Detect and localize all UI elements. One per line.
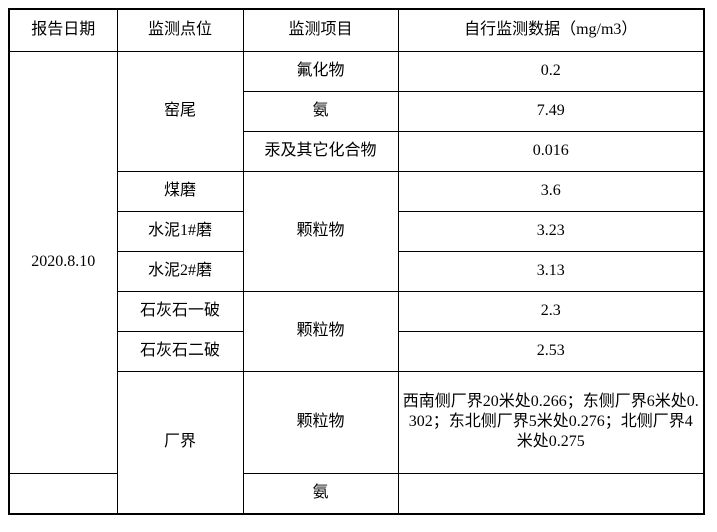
cell-point-cement-mill-2: 水泥2#磨 [116,250,244,292]
table-row: 水泥1#磨 3.23 [9,210,705,252]
cell-item-particulate-boundary: 颗粒物 [242,370,399,474]
cell-value-cement-mill-1: 3.23 [397,210,705,252]
cell-point-cement-mill-1: 水泥1#磨 [116,210,244,252]
monitoring-data-table: 报告日期 监测点位 监测项目 自行监测数据（mg/m3） 2020.8.10 窑… [8,8,705,515]
table-row: 厂界 颗粒物 西南侧厂界20米处0.266；东侧厂界6米处0.302；东北侧厂界… [9,370,705,515]
cell-item-particulate-1: 颗粒物 [242,170,399,292]
header-row: 报告日期 监测点位 监测项目 自行监测数据（mg/m3） [8,8,705,52]
cell-value-ammonia: 7.49 [397,90,705,132]
col-header-monitor-item: 监测项目 [242,8,399,52]
cell-report-date-empty [8,472,118,515]
cell-value-coal-mill: 3.6 [397,170,705,212]
col-header-report-date: 报告日期 [8,8,118,52]
table-row: 水泥2#磨 3.13 [9,250,705,292]
cell-point-limestone-crusher-1: 石灰石一破 [116,290,244,332]
cell-point-factory-boundary: 厂界 [116,370,244,515]
cell-item-ammonia: 氨 [242,90,399,132]
cell-item-particulate-2: 颗粒物 [242,290,399,372]
col-header-monitor-point: 监测点位 [116,8,244,52]
cell-point-coal-mill: 煤磨 [116,170,244,212]
cell-item-fluoride: 氟化物 [242,50,399,92]
table-row: 石灰石一破 颗粒物 2.3 [9,290,705,372]
table-row: 2020.8.10 窑尾 氟化物 0.2 [8,50,705,474]
cell-item-ammonia-boundary: 氨 [242,472,399,515]
cell-value-limestone-crusher-1: 2.3 [397,290,705,332]
cell-report-date: 2020.8.10 [8,50,118,474]
cell-value-boundary-particulate: 西南侧厂界20米处0.266；东侧厂界6米处0.302；东北侧厂界5米处0.27… [397,370,705,474]
cell-value-mercury: 0.016 [397,130,705,172]
table-row: 煤磨 颗粒物 3.6 [9,170,705,292]
col-header-monitor-data: 自行监测数据（mg/m3） [397,8,705,52]
table-row: 氨 7.49 [9,90,705,132]
cell-value-ammonia-boundary [397,472,705,515]
cell-value-fluoride: 0.2 [397,50,705,92]
cell-point-limestone-crusher-2: 石灰石二破 [116,330,244,372]
table-row: 氨 [8,472,705,515]
cell-value-cement-mill-2: 3.13 [397,250,705,292]
cell-item-mercury: 汞及其它化合物 [242,130,399,172]
cell-point-kiln-tail: 窑尾 [116,50,244,172]
cell-value-limestone-crusher-2: 2.53 [397,330,705,372]
table-row: 汞及其它化合物 0.016 [9,130,705,172]
table-row: 石灰石二破 2.53 [9,330,705,372]
